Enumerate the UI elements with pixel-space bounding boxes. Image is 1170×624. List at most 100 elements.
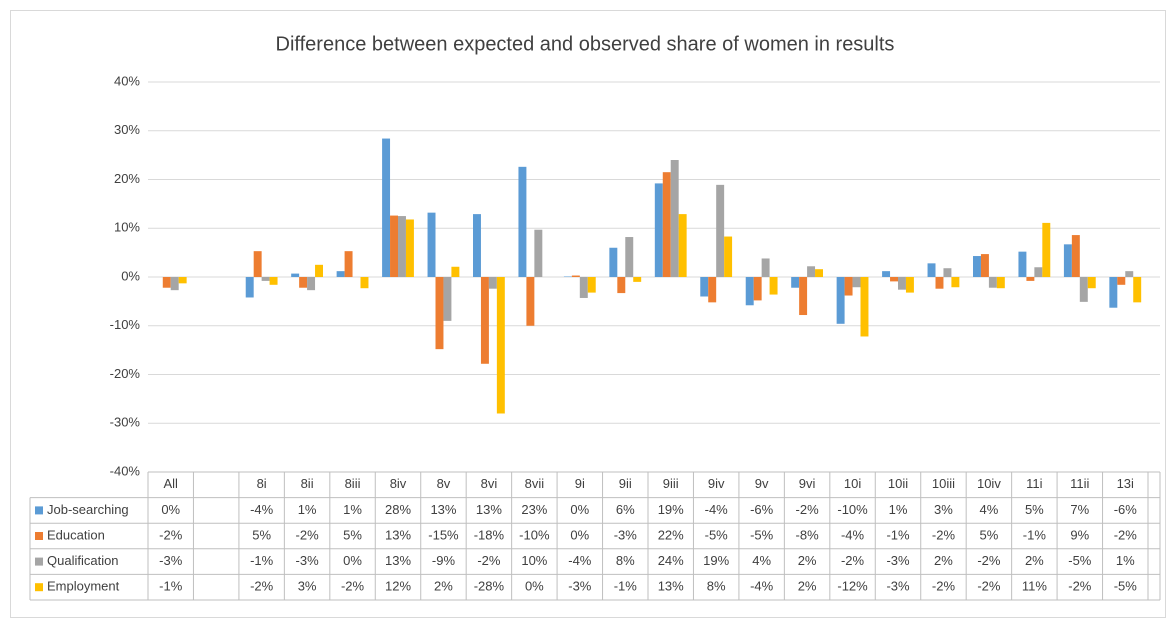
y-tick-label: -30%	[110, 415, 141, 430]
data-label: 9%	[1070, 527, 1089, 542]
legend-swatch	[35, 506, 43, 515]
bar	[480, 277, 489, 364]
bar	[988, 277, 997, 288]
data-label: -8%	[796, 527, 820, 542]
bar	[299, 277, 308, 288]
data-label: -4%	[705, 502, 729, 517]
bar	[1018, 251, 1027, 277]
bar	[398, 216, 406, 277]
data-label: -5%	[1114, 579, 1138, 594]
bar	[836, 277, 845, 324]
y-tick-label: -40%	[110, 463, 141, 478]
data-label: -1%	[159, 579, 183, 594]
data-label: 4%	[752, 553, 771, 568]
data-label: 0%	[570, 527, 589, 542]
bar	[534, 229, 543, 277]
data-label: -10%	[837, 502, 868, 517]
bar	[799, 277, 808, 316]
x-tick-label: 9ii	[619, 476, 632, 491]
data-label: -2%	[796, 502, 820, 517]
bar	[1026, 277, 1035, 281]
x-tick-label: 10ii	[888, 476, 908, 491]
data-label: 13%	[658, 579, 684, 594]
data-label: 1%	[298, 502, 317, 517]
bar	[716, 184, 725, 277]
bar	[1133, 277, 1142, 303]
bar	[1079, 277, 1088, 302]
x-tick-label: 9v	[755, 476, 769, 491]
bar	[973, 256, 981, 277]
bar	[1042, 222, 1051, 277]
bar	[443, 277, 452, 321]
data-label: -3%	[886, 553, 910, 568]
y-tick-label: 10%	[114, 220, 140, 235]
bar	[815, 269, 823, 277]
data-label: -1%	[1023, 527, 1047, 542]
data-label: 1%	[1116, 553, 1135, 568]
data-label: -2%	[932, 527, 956, 542]
x-tick-label: 8vi	[481, 476, 498, 491]
bar	[724, 236, 733, 277]
bar	[935, 277, 944, 289]
bar	[253, 251, 262, 277]
legend-label: Education	[47, 527, 105, 542]
data-label: -6%	[1114, 502, 1138, 517]
bar	[1034, 267, 1043, 277]
data-label: -4%	[841, 527, 865, 542]
chart-frame	[10, 10, 1166, 618]
bar	[898, 277, 906, 290]
x-tick-label: 8i	[257, 476, 267, 491]
x-tick-label: 10iii	[932, 476, 955, 491]
x-tick-label: 8iii	[345, 476, 361, 491]
data-label: -3%	[296, 553, 320, 568]
data-label: 24%	[658, 553, 684, 568]
data-label: -10%	[519, 527, 550, 542]
y-tick-label: 40%	[114, 73, 140, 88]
data-label: -3%	[886, 579, 910, 594]
x-tick-label: 9iv	[708, 476, 725, 491]
data-label: -4%	[250, 502, 274, 517]
bar	[670, 160, 679, 277]
bar	[791, 277, 800, 288]
bar	[427, 212, 436, 277]
data-label: -6%	[750, 502, 774, 517]
data-label: -5%	[705, 527, 729, 542]
bar	[1117, 277, 1126, 285]
bar	[261, 277, 270, 281]
data-label: 13%	[430, 502, 456, 517]
data-label: -4%	[568, 553, 592, 568]
bar	[678, 214, 687, 277]
data-label: -28%	[474, 579, 505, 594]
data-label: 23%	[521, 502, 547, 517]
legend-swatch	[35, 532, 43, 540]
data-label: 2%	[1025, 553, 1044, 568]
bar	[162, 277, 171, 288]
y-tick-label: -10%	[110, 317, 141, 332]
x-tick-label: 8iv	[390, 476, 407, 491]
bar	[344, 251, 353, 277]
data-label: 13%	[385, 527, 411, 542]
data-label: 12%	[385, 579, 411, 594]
bar	[852, 277, 861, 288]
bar	[526, 277, 535, 326]
x-tick-label: 9i	[575, 476, 585, 491]
bar	[927, 263, 936, 277]
bar	[708, 277, 717, 303]
data-label: 19%	[703, 553, 729, 568]
data-label: -2%	[477, 553, 501, 568]
data-label: -12%	[837, 579, 868, 594]
bar	[435, 277, 444, 350]
x-tick-label: 8ii	[301, 476, 314, 491]
data-label: 2%	[934, 553, 953, 568]
data-label: -1%	[614, 579, 638, 594]
bar	[170, 277, 179, 291]
bar	[633, 277, 642, 282]
data-label: 28%	[385, 502, 411, 517]
bar	[745, 277, 754, 306]
data-label: 0%	[570, 502, 589, 517]
legend-label: Employment	[47, 579, 120, 594]
y-tick-label: -20%	[110, 366, 141, 381]
bar	[1087, 277, 1096, 289]
data-label: -1%	[250, 553, 274, 568]
